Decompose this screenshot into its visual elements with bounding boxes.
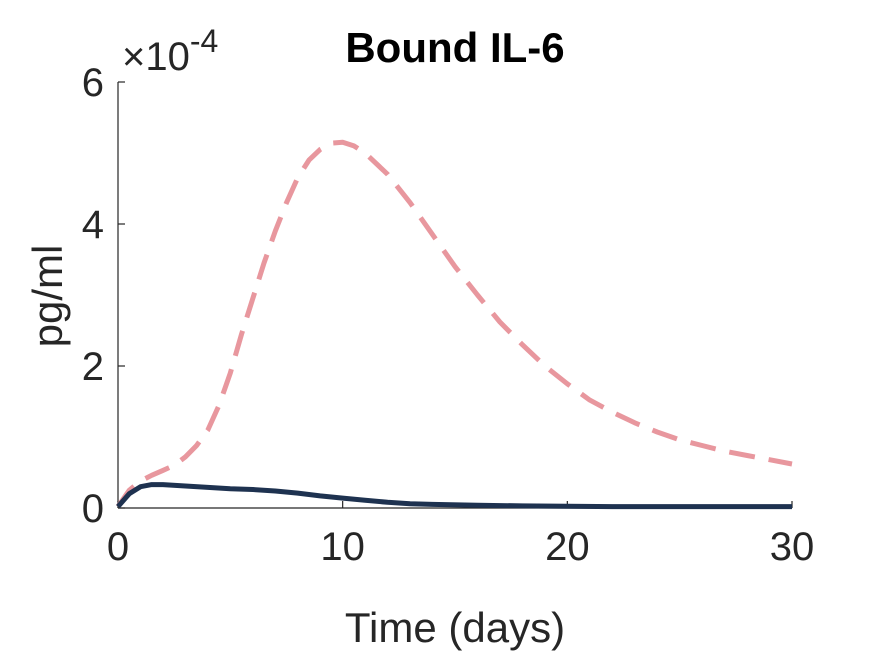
y-tick-label: 6 bbox=[82, 61, 104, 105]
chart-title: Bound IL-6 bbox=[345, 24, 564, 71]
series-line-dashed bbox=[115, 139, 793, 509]
y-axis-label: pg/ml bbox=[24, 245, 71, 348]
x-tick-label: 10 bbox=[320, 525, 365, 569]
x-tick-label: 0 bbox=[107, 525, 129, 569]
series-line-solid bbox=[116, 482, 792, 510]
series-layer bbox=[115, 139, 793, 510]
y-exponent-power: -4 bbox=[190, 23, 218, 59]
x-tick-label: 20 bbox=[545, 525, 590, 569]
y-exponent-base: ×10 bbox=[122, 35, 190, 79]
y-tick-label: 4 bbox=[82, 203, 104, 247]
tick-labels: 0 10 20 30 0 2 4 6 bbox=[82, 61, 815, 569]
y-tick-label: 2 bbox=[82, 345, 104, 389]
y-exponent-label: ×10-4 bbox=[122, 23, 218, 79]
x-axis-label: Time (days) bbox=[345, 604, 565, 651]
x-tick-label: 30 bbox=[770, 525, 815, 569]
y-tick-label: 0 bbox=[82, 487, 104, 531]
